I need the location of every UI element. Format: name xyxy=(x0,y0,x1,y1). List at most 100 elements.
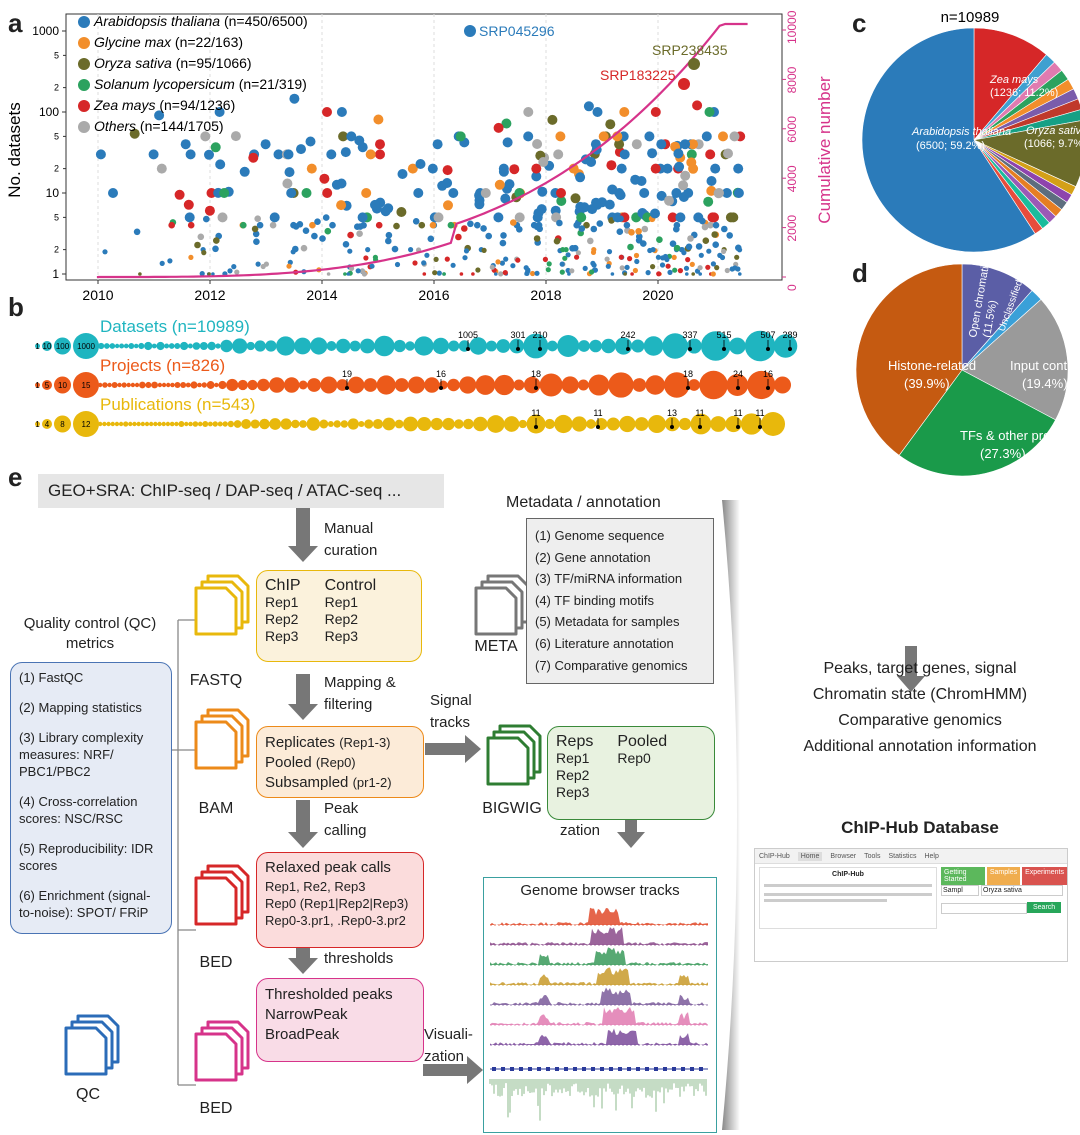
data-point xyxy=(311,232,318,240)
time-bubble xyxy=(184,421,189,427)
data-point xyxy=(536,204,547,215)
data-point xyxy=(630,272,634,276)
time-bubble xyxy=(306,417,320,431)
time-bubble xyxy=(98,342,105,350)
pie-d-label-tfs: TFs & other proteins xyxy=(960,428,1078,443)
bam-subsampled-sub: (pr1-2) xyxy=(352,775,392,790)
pie-slice xyxy=(961,298,1069,421)
time-bubble xyxy=(442,417,455,431)
data-point xyxy=(481,247,487,253)
data-point xyxy=(570,193,581,204)
data-point xyxy=(667,269,673,275)
data-point xyxy=(590,225,598,233)
data-point xyxy=(717,252,723,258)
data-point xyxy=(635,228,642,235)
arrow-visualization-1 xyxy=(617,792,645,848)
time-bubble xyxy=(128,343,135,349)
scale-label: 15 xyxy=(82,381,91,390)
pie-c-label-oryza: Oryza sativa xyxy=(1026,125,1080,137)
qc-item: (5) Reproducibility: IDR scores xyxy=(19,841,154,873)
time-bubble xyxy=(403,416,418,432)
time-bubble xyxy=(299,420,307,428)
data-point xyxy=(660,255,666,261)
data-point xyxy=(501,118,512,129)
data-point xyxy=(326,149,337,160)
pie-slice xyxy=(973,27,1047,141)
time-bubble xyxy=(114,343,120,349)
data-point xyxy=(385,231,393,239)
bam-file-icon xyxy=(194,720,238,770)
data-point xyxy=(687,235,694,242)
peak-label: 11 xyxy=(593,408,602,418)
scale-bubble xyxy=(42,341,52,351)
data-point xyxy=(617,215,624,222)
time-bubble xyxy=(121,382,127,388)
legend-entry: Arabidopsis thaliana (n=450/6500) xyxy=(93,13,308,29)
annotation-srp238435: SRP238435 xyxy=(652,42,728,58)
data-point xyxy=(408,247,414,253)
pie-d-sub-tfs: (27.3%) xyxy=(980,446,1026,461)
data-point xyxy=(704,107,715,117)
bigwig-rep3: Rep3 xyxy=(556,784,590,800)
data-point xyxy=(500,232,507,239)
arrow-idr xyxy=(288,928,318,974)
data-point xyxy=(461,225,468,232)
time-bubble xyxy=(207,341,216,351)
time-bubble xyxy=(405,341,415,351)
data-point xyxy=(605,263,611,269)
data-point xyxy=(412,218,420,225)
time-bubble xyxy=(145,381,152,389)
time-bubble xyxy=(557,334,580,358)
browser-track xyxy=(490,967,708,985)
legend-swatch xyxy=(78,16,90,28)
time-bubble xyxy=(486,415,505,433)
pie-c-sub-zea: (1236; 11.2%) xyxy=(990,87,1058,99)
data-point xyxy=(357,212,368,223)
scale-bubble xyxy=(73,411,99,437)
data-point xyxy=(234,269,240,275)
data-point xyxy=(630,174,641,185)
data-point xyxy=(251,225,259,233)
data-point xyxy=(565,252,571,258)
time-bubble xyxy=(269,418,282,430)
bam-subsampled: Subsampled xyxy=(265,774,349,791)
data-point xyxy=(495,259,501,265)
thumb-search-button: Search xyxy=(1027,902,1062,913)
data-point xyxy=(286,263,292,269)
meta-box: (1) Genome sequence (2) Gene annotation (3… xyxy=(526,518,714,684)
browser-track xyxy=(490,1028,708,1045)
scale-label: 5 xyxy=(45,381,50,390)
plot-frame xyxy=(65,13,783,281)
data-point xyxy=(168,221,175,229)
data-point xyxy=(706,176,717,186)
time-bubble xyxy=(571,416,587,432)
time-bubble xyxy=(544,418,555,430)
data-point xyxy=(693,212,704,223)
data-point xyxy=(582,265,588,271)
data-point xyxy=(240,221,247,229)
peak-label: 210 xyxy=(532,330,547,340)
x-tick-label: 2020 xyxy=(642,287,673,300)
bigwig-rep0: Rep0 xyxy=(617,750,651,766)
data-point xyxy=(336,178,347,189)
bed-relaxed-box: Relaxed peak calls Rep1, Re2, Rep3 Rep0 … xyxy=(256,852,424,948)
scale-bubble xyxy=(54,337,71,355)
time-bubble xyxy=(151,381,159,389)
scale-label: 100 xyxy=(56,342,70,351)
time-bubble xyxy=(523,333,549,359)
qc-connectors xyxy=(152,619,196,1086)
data-point xyxy=(427,163,438,174)
data-point xyxy=(393,222,400,230)
data-point xyxy=(662,163,673,174)
time-bubble xyxy=(394,378,409,392)
pie-d-sub-input: (19.4%) xyxy=(1022,376,1068,391)
panel-label-a: a xyxy=(8,8,23,38)
y2-tick-label: 2000 xyxy=(785,215,799,242)
data-point xyxy=(248,152,259,163)
bigwig-pooled-header: Pooled xyxy=(617,733,668,750)
data-point xyxy=(207,272,211,276)
data-point xyxy=(655,254,662,260)
time-bubble xyxy=(728,337,746,355)
data-point xyxy=(480,225,487,232)
browser-track xyxy=(490,987,708,1005)
